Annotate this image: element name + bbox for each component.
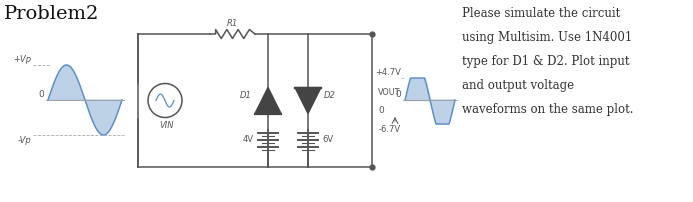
Text: and output voltage: and output voltage — [462, 79, 574, 92]
Text: -Vp: -Vp — [17, 136, 31, 145]
Text: R1: R1 — [227, 19, 238, 28]
Text: D1: D1 — [240, 91, 252, 100]
Text: 0: 0 — [378, 106, 384, 115]
Text: +4.7V: +4.7V — [375, 68, 401, 77]
Text: D2: D2 — [324, 91, 336, 100]
Text: +Vp: +Vp — [13, 55, 31, 64]
Text: Please simulate the circuit: Please simulate the circuit — [462, 7, 620, 20]
Text: type for D1 & D2. Plot input: type for D1 & D2. Plot input — [462, 55, 629, 68]
Text: 0: 0 — [395, 90, 401, 99]
Polygon shape — [295, 87, 321, 114]
Text: VOUT: VOUT — [378, 88, 401, 97]
Text: 4V: 4V — [243, 136, 254, 144]
Text: Problem2: Problem2 — [4, 5, 99, 23]
Text: 0: 0 — [38, 90, 44, 99]
Text: -6.7V: -6.7V — [379, 125, 401, 134]
Text: waveforms on the same plot.: waveforms on the same plot. — [462, 103, 633, 116]
Text: 6V: 6V — [322, 136, 333, 144]
Text: using Multisim. Use 1N4001: using Multisim. Use 1N4001 — [462, 31, 632, 44]
Polygon shape — [255, 87, 281, 114]
Text: VIN: VIN — [160, 121, 174, 130]
